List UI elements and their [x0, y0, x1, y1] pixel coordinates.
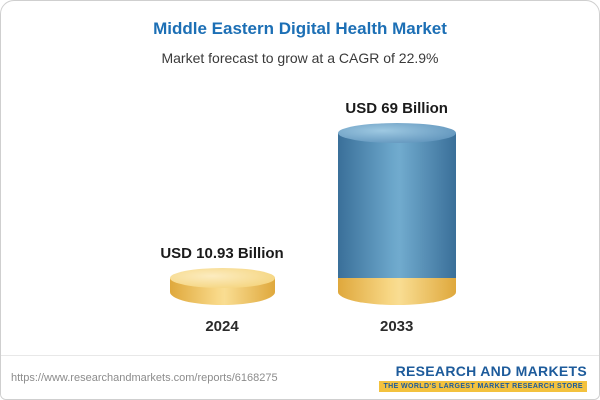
bar-2033-cylinder	[337, 123, 456, 305]
x-axis-label-2033: 2033	[380, 318, 414, 335]
footer: https://www.researchandmarkets.com/repor…	[1, 355, 599, 399]
logo-name: RESEARCH AND MARKETS	[395, 363, 587, 379]
logo-tagline: THE WORLD'S LARGEST MARKET RESEARCH STOR…	[379, 381, 587, 392]
research-and-markets-logo: RESEARCH AND MARKETS THE WORLD'S LARGEST…	[379, 363, 587, 392]
report-url: https://www.researchandmarkets.com/repor…	[11, 371, 278, 384]
bar-group-2033: USD 69 Billion 2033	[337, 100, 456, 335]
bar-chart: USD 10.93 Billion 2024 USD 69 Billion 20…	[1, 85, 599, 335]
cylinder-top-ellipse	[337, 123, 456, 143]
bar-value-label-2024: USD 10.93 Billion	[160, 245, 284, 262]
bar-value-label-2033: USD 69 Billion	[345, 100, 448, 117]
chart-header: Middle Eastern Digital Health Market Mar…	[1, 1, 599, 66]
cylinder-base-gold-band	[337, 278, 456, 305]
bar-2024-cylinder	[169, 268, 275, 305]
cylinder-body-blue	[337, 133, 456, 278]
chart-title: Middle Eastern Digital Health Market	[153, 19, 447, 38]
x-axis-label-2024: 2024	[205, 318, 239, 335]
cylinder-top-ellipse	[169, 268, 275, 288]
bar-group-2024: USD 10.93 Billion 2024	[160, 245, 283, 335]
chart-subtitle: Market forecast to grow at a CAGR of 22.…	[161, 50, 439, 66]
